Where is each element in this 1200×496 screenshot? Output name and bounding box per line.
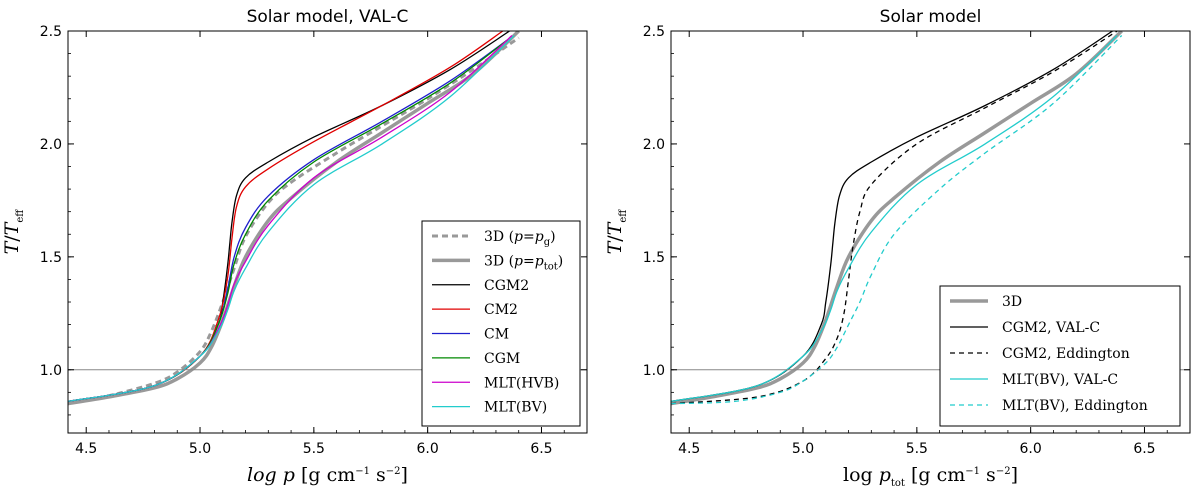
x-tick-label: 6.5 [1133,441,1155,457]
legend: 3D CGM2, VAL-C CGM2, Eddington MLT(BV), VAL… [939,285,1181,427]
legend-box [421,220,581,427]
y-tick-label: 1.5 [40,250,62,266]
x-axis-label: log p [g cm−1 s−2] [247,464,408,486]
series-line [68,36,520,406]
legend-label: MLT(BV) [484,400,547,416]
legend-label: CGM2, Eddington [1002,346,1130,362]
y-axis-label: T/Teff [604,209,629,255]
legend-label: CGM2 [484,278,529,294]
series-line [671,31,1123,406]
x-tick-label: 5.0 [792,441,814,457]
x-tick-label: 4.5 [75,441,97,457]
y-tick-label: 1.0 [643,363,665,379]
x-tick-label: 5.0 [189,441,211,457]
y-axis-label: T/Teff [1,209,26,255]
legend-label: CM2 [484,302,518,318]
y-tick-label: 1.0 [40,363,62,379]
x-tick-label: 6.5 [530,441,552,457]
y-tick-label: 2.0 [40,137,62,153]
legend-label: MLT(BV), VAL-C [1002,372,1118,388]
legend-label: MLT(BV), Eddington [1002,398,1148,414]
x-tick-label: 4.5 [678,441,700,457]
series-line [671,35,1118,403]
legend-label: 3D [1002,294,1022,310]
y-tick-label: 2.5 [40,24,62,40]
x-tick-label: 5.5 [906,441,928,457]
y-tick-label: 1.5 [643,250,665,266]
x-tick-label: 5.5 [303,441,325,457]
legend-label: 3D (p=ptot) [484,253,563,272]
series-line [68,35,515,403]
legend-label: CGM [484,351,520,367]
legend-label: 3D (p=pg) [484,229,556,248]
axes-frame [67,30,588,434]
legend-label: MLT(HVB) [484,375,559,391]
axes-frame [670,30,1191,434]
chart-title: Solar model, VAL-C [247,7,409,27]
chart-title: Solar model [880,7,982,27]
tick-marks [68,30,588,433]
legend-box [939,285,1181,427]
tick-marks [671,30,1191,433]
panel-right: 4.5 5.0 5.5 6.0 6.5 1.0 1.5 2.0 2.5 Solar model… [604,7,1191,489]
x-tick-label: 6.0 [1020,441,1042,457]
panel-left: 4.5 5.0 5.5 6.0 6.5 1.0 1.5 2.0 2.5 Solar model… [1,7,588,486]
y-tick-label: 2.5 [643,24,665,40]
x-tick-label: 6.0 [417,441,439,457]
y-tick-label: 2.0 [643,137,665,153]
legend-label: CGM2, VAL-C [1002,320,1100,336]
x-axis-label: log ptot [g cm−1 s−2] [843,464,1018,489]
legend-label: CM [484,327,509,343]
legend: 3D (p=pg) 3D (p=ptot) CGM2 CM2 CM CGM MLT(HVB)… [421,220,581,427]
